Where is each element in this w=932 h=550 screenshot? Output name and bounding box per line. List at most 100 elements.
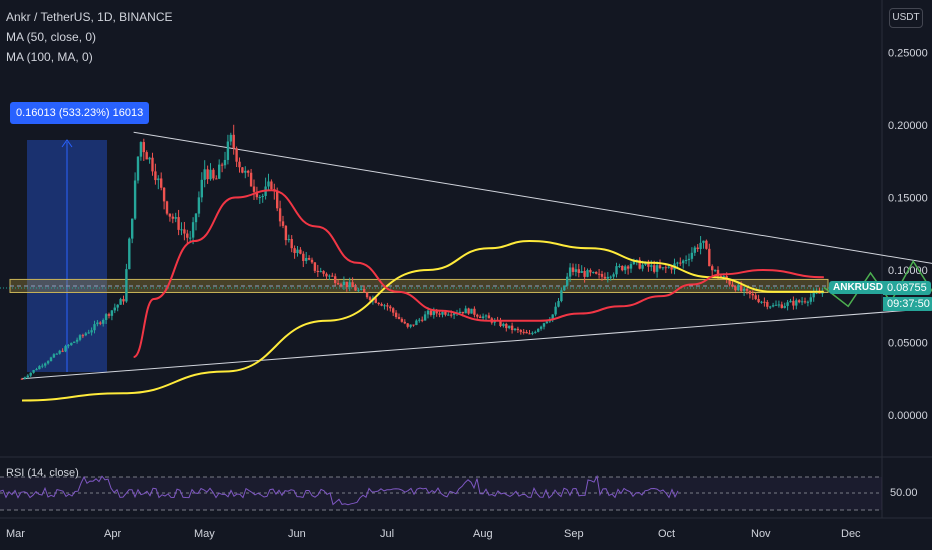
x-tick-label: Aug [473, 528, 493, 540]
candle-body [670, 266, 673, 270]
candle-body [334, 276, 337, 284]
measure-label: 0.16013 (533.23%) 16013 [10, 102, 150, 124]
candle-body [789, 300, 792, 303]
candle-body [249, 172, 253, 187]
x-tick-label: Mar [6, 528, 25, 540]
candle-body [110, 310, 114, 316]
ma50-legend[interactable]: MA (50, close, 0) [6, 30, 97, 44]
candle-body [107, 314, 111, 316]
x-axis-ticks: Mar Apr May Jun Jul Aug Sep Oct Nov Dec [6, 528, 861, 540]
candle-body [510, 325, 514, 330]
candle-body [803, 301, 807, 303]
candle-body [345, 281, 348, 288]
candle-body [563, 285, 566, 291]
candle-body [357, 289, 360, 291]
candle-body [450, 314, 453, 316]
trendline[interactable] [21, 302, 932, 380]
candle-body [711, 266, 714, 271]
candle-body [748, 290, 752, 294]
candle-body [481, 316, 485, 319]
candle-body [403, 321, 406, 324]
candle-body [624, 266, 627, 271]
candle-body [218, 164, 221, 179]
candle-body [177, 217, 180, 230]
candle-body [638, 259, 641, 269]
candle-body [183, 229, 186, 234]
last-price-badge: 0.08755 [883, 281, 931, 295]
candle-body [354, 287, 357, 291]
candle-body [577, 269, 580, 273]
candle-body [229, 134, 232, 142]
candle-body [64, 346, 67, 352]
candle-body [368, 297, 372, 301]
candle-body [545, 321, 549, 324]
candle-body [508, 325, 511, 329]
candle-body [171, 216, 174, 219]
candle-body [571, 267, 575, 272]
candle-body [41, 365, 44, 367]
candle-body [360, 288, 363, 290]
candle-body [476, 314, 479, 317]
candle-body [658, 265, 662, 269]
candle-body [531, 332, 534, 334]
candle-body [441, 311, 444, 315]
currency-button[interactable]: USDT [889, 8, 923, 28]
candle-body [133, 180, 137, 219]
candle-body [35, 369, 38, 371]
candle-body [125, 269, 128, 302]
candle-body [774, 304, 778, 306]
rsi-level-label: 50.00 [890, 487, 918, 499]
candle-body [661, 267, 665, 269]
candle-body [615, 266, 618, 275]
candle-body [705, 240, 708, 249]
candle-body [684, 260, 688, 262]
x-tick-label: Sep [564, 528, 584, 540]
candle-body [641, 264, 644, 269]
candle-body [284, 225, 288, 241]
candle-body [186, 233, 189, 238]
candle-body [667, 266, 670, 268]
candle-body [740, 285, 743, 291]
candle-body [302, 253, 305, 261]
candle-body [687, 258, 691, 261]
trendline[interactable] [133, 131, 932, 277]
candle-body [46, 361, 50, 364]
candle-body [438, 313, 441, 315]
candle-body [560, 290, 563, 302]
candle-body [258, 197, 261, 199]
candle-body [241, 167, 244, 173]
candle-body [142, 142, 145, 153]
ma50-line [133, 189, 824, 358]
symbol-title: Ankr / TetherUS, 1D, BINANCE [6, 10, 173, 24]
x-tick-label: May [194, 528, 215, 540]
candle-body [432, 310, 435, 315]
candle-body [162, 187, 166, 202]
candle-body [751, 293, 754, 296]
candle-body [757, 299, 760, 303]
candle-body [23, 377, 27, 379]
candle-body [719, 275, 723, 277]
candle-body [551, 314, 554, 320]
candle-body [20, 378, 24, 380]
candle-body [783, 305, 786, 308]
candle-body [716, 269, 720, 276]
candle-body [702, 240, 705, 243]
candle-body [452, 313, 456, 315]
candle-body [568, 267, 572, 277]
candle-body [203, 169, 206, 180]
candle-body [629, 264, 633, 269]
candle-body [322, 271, 325, 274]
candle-body [653, 265, 656, 272]
candle-body [795, 300, 798, 306]
candle-body [316, 270, 319, 273]
candle-body [339, 284, 343, 286]
candle-body [470, 308, 473, 314]
candle-body [261, 195, 264, 198]
candle-body [267, 181, 270, 187]
candle-body [522, 331, 525, 333]
candle-body [319, 271, 322, 273]
candle-body [429, 310, 433, 315]
rsi-title[interactable]: RSI (14, close) [6, 467, 79, 479]
ma100-legend[interactable]: MA (100, MA, 0) [6, 50, 93, 64]
